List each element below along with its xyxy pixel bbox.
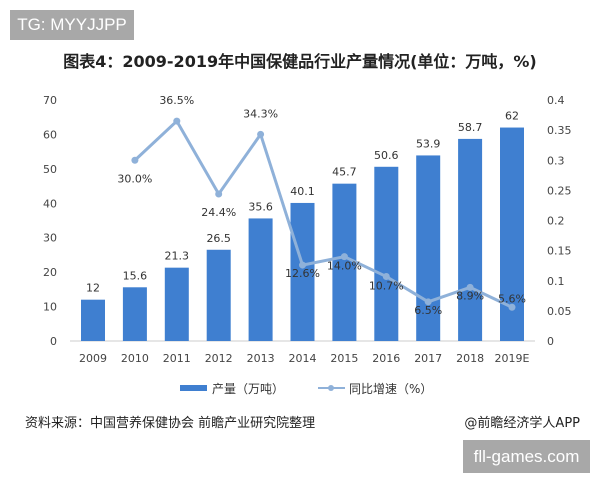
y-left-tick: 0 [50, 335, 57, 348]
bar-label: 62 [505, 110, 519, 123]
y-right-tick: 0.25 [547, 184, 572, 197]
y-left-tick: 30 [43, 232, 57, 245]
y-right-tick: 0.4 [547, 94, 565, 107]
bar [122, 287, 147, 341]
watermark-top: TG: MYYJJPP [10, 10, 134, 40]
line-label: 12.6% [285, 267, 320, 280]
x-tick: 2010 [121, 352, 149, 365]
legend-bar-label: 产量（万吨） [212, 382, 284, 396]
watermark-bottom: fll-games.com [463, 440, 590, 473]
x-tick: 2011 [163, 352, 191, 365]
legend-line-marker [328, 385, 334, 391]
line-point [340, 253, 348, 261]
chart: 0 10 20 30 40 50 60 70 0 0.05 0.1 0.15 0.2 0.25 0.3 0.3… [43, 94, 572, 396]
line-point [173, 117, 181, 125]
y-right-tick: 0.3 [547, 154, 565, 167]
line-label: 30.0% [117, 172, 152, 185]
bar-label: 35.6 [248, 200, 273, 213]
line-point [299, 261, 306, 269]
line-label: 24.4% [201, 206, 236, 219]
line-point [382, 273, 390, 281]
x-tick: 2012 [205, 352, 233, 365]
bar-label: 45.7 [332, 166, 357, 179]
y-left-tick: 40 [43, 197, 57, 210]
brand-note: @前瞻经济学人APP [464, 416, 580, 431]
bar-label: 26.5 [206, 232, 231, 245]
line-point [215, 190, 223, 198]
x-tick: 2013 [247, 352, 275, 365]
growth-line [133, 118, 513, 309]
chart-title: 图表4：2009-2019年中国保健品行业产量情况(单位：万吨，%) [63, 52, 537, 71]
bar-label: 21.3 [165, 250, 190, 263]
x-tick: 2016 [372, 352, 400, 365]
y-right-tick: 0 [547, 335, 554, 348]
bar [206, 249, 231, 341]
bar [164, 267, 189, 341]
line-label: 8.9% [456, 289, 484, 302]
source-note: 资料来源：中国营养保健协会 前瞻产业研究院整理 [25, 416, 316, 431]
y-right-tick: 0.1 [547, 275, 565, 288]
x-tick: 2018 [456, 352, 484, 365]
y-left-tick: 70 [43, 94, 57, 107]
line-label: 10.7% [369, 280, 404, 293]
bar-label: 53.9 [416, 137, 441, 150]
y-left-tick: 20 [43, 266, 57, 279]
x-tick: 2017 [414, 352, 442, 365]
bar [290, 202, 315, 341]
bar-label: 15.6 [123, 269, 148, 282]
bar-label: 40.1 [290, 185, 315, 198]
x-tick: 2019E [495, 352, 530, 365]
bar [416, 155, 441, 341]
line-point [257, 130, 265, 138]
x-tick: 2014 [289, 352, 317, 365]
y-right-tick: 0.05 [547, 305, 572, 318]
bar-label: 58.7 [458, 121, 483, 134]
bar-label: 12 [86, 282, 100, 295]
legend-line-label: 同比增速（%） [349, 382, 432, 396]
y-right-tick: 0.2 [547, 215, 565, 228]
y-left-tick: 10 [43, 301, 57, 314]
y-right-tick: 0.15 [547, 245, 572, 258]
bar [81, 299, 105, 341]
line-label: 5.6% [498, 292, 526, 305]
y-right-tick: 0.35 [547, 124, 572, 137]
line-point [466, 283, 474, 291]
line-label: 6.5% [414, 304, 442, 317]
bar [332, 183, 357, 341]
bar-label: 50.6 [374, 149, 399, 162]
x-tick: 2009 [79, 352, 107, 365]
line-label: 36.5% [159, 94, 194, 107]
bar [458, 138, 483, 341]
bar [374, 166, 399, 341]
bar [248, 218, 273, 341]
line-label: 14.0% [327, 260, 362, 273]
line-label: 34.3% [243, 107, 278, 120]
x-tick: 2015 [330, 352, 358, 365]
y-left-tick: 60 [43, 128, 57, 141]
y-left-tick: 50 [43, 163, 57, 176]
line-point [424, 298, 432, 306]
line-point [131, 156, 139, 164]
line-point [508, 303, 516, 311]
legend-bar-swatch [180, 385, 207, 391]
